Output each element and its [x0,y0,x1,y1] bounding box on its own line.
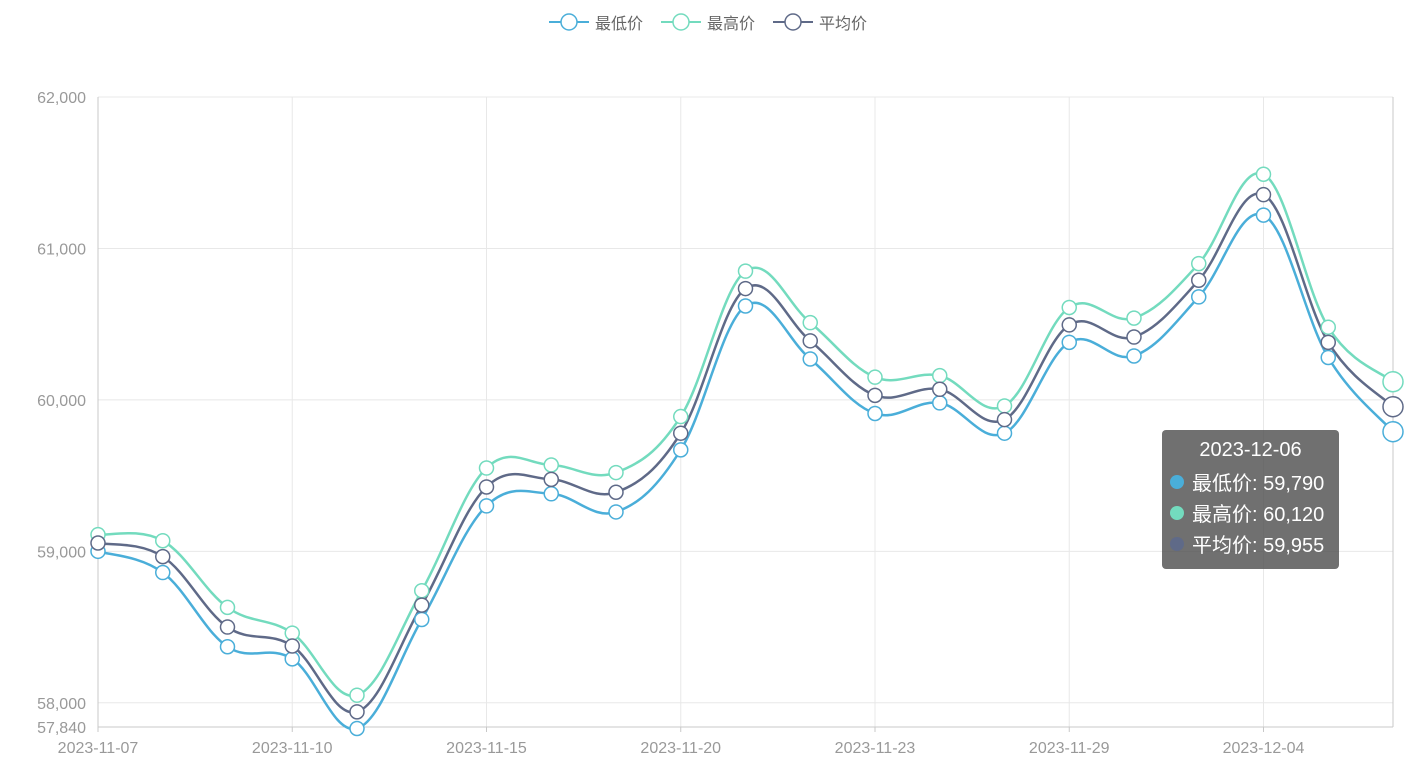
x-tick-label: 2023-12-04 [1223,740,1305,757]
tooltip-avg-dot [1170,536,1184,551]
data-point-low [867,405,883,422]
tooltip-title: 2023-12-06 [1199,439,1302,461]
data-point-avg [478,479,495,495]
data-point-high [802,314,818,331]
data-point-low [1191,289,1207,305]
y-tick-label: 60,000 [37,393,86,410]
chart-tooltip: 2023-12-06 最低价: 59,790 最高价: 60,120 平均价: … [1162,430,1339,569]
legend-avg-marker [773,13,813,31]
legend-low-marker [548,13,589,31]
data-point-low [1320,349,1336,366]
legend-item-avg[interactable]: 平均价 [773,10,867,34]
data-point-avg [673,425,689,441]
data-point-low [349,720,365,737]
data-point-high [284,625,300,641]
legend-high-label: 最高价 [706,16,755,33]
data-point-avg [1061,317,1077,333]
data-point-avg [90,535,106,551]
y-tick-label: 57,840 [37,720,86,737]
legend-low-label: 最低价 [594,16,643,33]
x-tick-label: 2023-11-29 [1029,740,1110,757]
data-point-high [608,464,624,481]
data-point-high [1320,319,1336,335]
x-tick-label: 2023-11-20 [640,740,721,757]
legend-avg-label: 平均价 [819,16,868,33]
y-tick-label: 62,000 [37,90,86,107]
y-tick-label: 58,000 [37,696,86,713]
data-point-high [1255,166,1272,182]
data-point-high [932,367,948,384]
data-point-low [608,504,624,520]
data-point-avg [867,387,883,404]
data-point-avg [219,619,236,635]
x-tick-label: 2023-11-15 [446,740,527,757]
data-point-low [802,351,818,367]
data-point-low [478,498,495,514]
x-tick-label: 2023-11-07 [58,740,139,757]
data-point-high [219,599,236,616]
tooltip-row-low: 最低价: 59,790 [1170,466,1339,497]
data-point-low [414,611,430,628]
data-point-avg [608,484,624,501]
data-point-high [737,263,754,279]
tooltip-avg-text: 平均价: 59,955 [1192,535,1325,557]
tooltip-low-text: 最低价: 59,790 [1192,473,1325,495]
tooltip-high-dot [1170,505,1184,520]
x-tick-label: 2023-11-23 [835,740,916,757]
data-point-low [284,651,300,667]
chart-legend: 最低价 最高价 平均价 [0,10,1416,34]
data-point-avg [1255,186,1272,203]
data-point-high [673,408,689,425]
data-point-low [1126,348,1142,364]
data-point-low [219,638,236,655]
data-point-high [867,369,883,385]
data-point-avg [155,548,171,565]
legend-high-marker [660,13,701,31]
data-point-high [414,582,430,599]
data-point-high [1191,255,1207,272]
data-point-avg [802,333,818,349]
data-point-low [543,486,559,502]
data-point-avg [932,381,948,398]
data-point-avg [349,704,365,720]
data-point-low [1382,420,1404,443]
data-point-avg [543,471,559,488]
data-point-high [996,398,1013,414]
data-point-high [1126,310,1142,326]
data-point-avg [1191,272,1207,288]
data-point-low [932,395,948,411]
data-point-low [1061,334,1077,351]
data-point-avg [414,597,430,613]
tooltip-row-high: 最高价: 60,120 [1170,497,1339,528]
tooltip-low-dot [1170,474,1184,489]
data-point-high [478,460,495,476]
data-point-low [155,564,171,581]
data-point-low [996,425,1013,441]
data-point-high [1382,370,1404,393]
data-point-avg [737,280,754,297]
data-point-avg [1320,334,1336,351]
x-tick-label: 2023-11-10 [252,740,333,757]
data-point-avg [1126,329,1142,345]
data-point-low [673,442,689,458]
y-tick-label: 59,000 [37,544,86,561]
data-point-high [543,457,559,473]
data-point-low [737,298,754,314]
data-point-avg [284,638,300,654]
legend-item-high[interactable]: 最高价 [660,10,755,34]
data-point-avg [1382,395,1404,418]
legend-item-low[interactable]: 最低价 [548,10,643,34]
tooltip-high-text: 最高价: 60,120 [1192,504,1325,526]
tooltip-row-avg: 平均价: 59,955 [1170,528,1339,559]
data-point-avg [996,411,1013,428]
data-point-low [1255,207,1272,223]
data-point-high [155,532,171,549]
data-point-high [1061,299,1077,316]
y-tick-label: 61,000 [37,241,86,258]
data-point-high [349,687,365,703]
